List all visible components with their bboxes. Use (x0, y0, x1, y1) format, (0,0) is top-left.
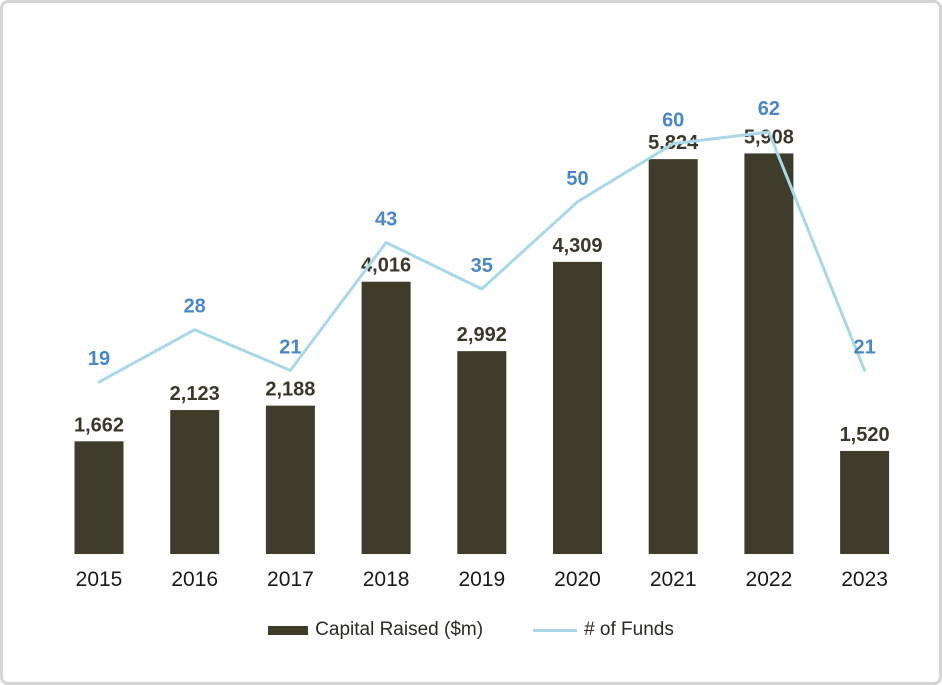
bar-2017 (265, 405, 315, 554)
legend-item-num-funds: # of Funds (533, 619, 674, 641)
bar-2015 (74, 441, 124, 554)
bar-value-label-2015: 1,662 (74, 414, 124, 436)
legend-label-num-funds: # of Funds (584, 619, 674, 640)
bar-2022 (744, 153, 794, 554)
line-value-label-2018: 43 (375, 208, 397, 230)
x-axis-label-2023: 2023 (841, 568, 888, 591)
x-axis-label-2019: 2019 (458, 568, 505, 591)
line-value-label-2017: 21 (279, 336, 301, 358)
bar-2018 (361, 281, 411, 554)
line-value-label-2016: 28 (184, 296, 206, 318)
bar-value-label-2020: 4,309 (552, 235, 602, 257)
chart-legend: Capital Raised ($m) # of Funds (3, 615, 939, 645)
bar-2019 (457, 351, 507, 554)
line-value-label-2019: 35 (471, 255, 493, 277)
bar-value-label-2019: 2,992 (457, 324, 507, 346)
x-axis-label-2016: 2016 (171, 568, 218, 591)
line-value-label-2015: 19 (88, 348, 110, 370)
x-axis-label-2020: 2020 (554, 568, 601, 591)
bar-value-label-2022: 5,908 (744, 126, 794, 148)
bar-2020 (553, 261, 602, 554)
x-axis-label-2015: 2015 (76, 568, 123, 591)
x-axis-label-2018: 2018 (363, 568, 410, 591)
legend-label-capital-raised: Capital Raised ($m) (315, 619, 484, 640)
bar-value-label-2017: 2,188 (265, 379, 315, 401)
bar-value-label-2023: 1,520 (840, 424, 890, 446)
x-axis-label-2017: 2017 (267, 568, 314, 591)
line-series (97, 130, 867, 384)
bar-value-label-2016: 2,123 (170, 383, 220, 405)
bar-2021 (648, 159, 698, 554)
bar-2016 (170, 410, 220, 554)
line-value-label-2020: 50 (566, 168, 588, 190)
bar-2023 (840, 450, 890, 554)
line-series-swatch (533, 628, 578, 632)
x-axis-label-2022: 2022 (746, 568, 793, 591)
line-value-label-2023: 21 (853, 336, 875, 358)
legend-item-capital-raised: Capital Raised ($m) (268, 619, 483, 641)
line-value-label-2022: 62 (758, 98, 780, 120)
bar-series-swatch (268, 625, 309, 635)
line-value-label-2021: 60 (662, 110, 684, 132)
x-axis-label-2021: 2021 (650, 568, 697, 591)
